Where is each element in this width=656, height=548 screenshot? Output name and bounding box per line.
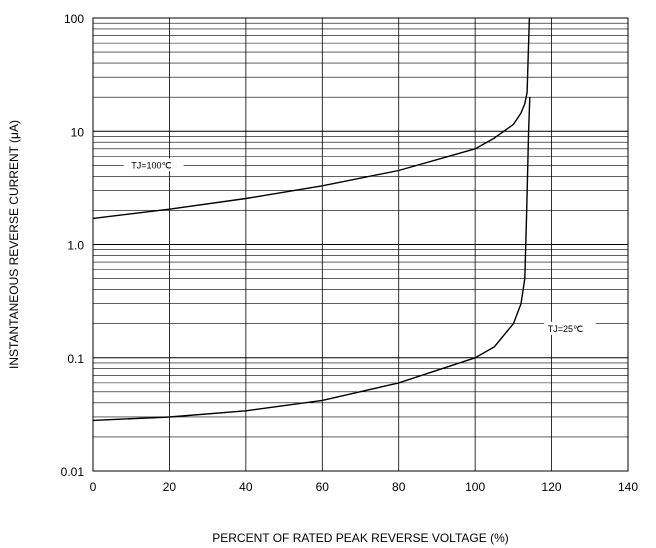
x-tick-label: 80 [392,480,406,494]
y-axis-label: INSTANTANEOUS REVERSE CURRENT (μA) [7,120,21,369]
x-tick-label: 0 [90,480,97,494]
x-axis-label: PERCENT OF RATED PEAK REVERSE VOLTAGE (%… [212,531,509,545]
annotation-background [543,321,596,335]
grid [92,18,629,472]
x-tick-label: 40 [239,480,253,494]
y-tick-label: 1.0 [67,239,84,253]
curves [92,17,531,422]
y-tick-label: 0.1 [67,352,84,366]
y-tick-labels: 0.01 0.1 1.0 10 100 [61,12,85,479]
plot-frame [92,17,629,472]
x-tick-label: 140 [618,480,638,494]
annotations: TJ=100℃ TJ=25℃ [123,158,596,335]
series-line-1 [92,97,531,422]
annotation-tj25: TJ=25℃ [548,324,583,334]
x-tick-label: 100 [465,480,485,494]
y-tick-label: 100 [64,12,84,26]
x-tick-labels: 0 20 40 60 80 100 120 140 [90,480,639,494]
x-tick-label: 120 [542,480,562,494]
y-tick-label: 10 [71,125,85,139]
annotation-tj100: TJ=100℃ [131,160,171,170]
x-tick-label: 60 [316,480,330,494]
x-tick-label: 20 [163,480,177,494]
series-line-0 [92,17,531,220]
y-tick-label: 0.01 [61,465,85,479]
annotation-background [123,158,184,172]
